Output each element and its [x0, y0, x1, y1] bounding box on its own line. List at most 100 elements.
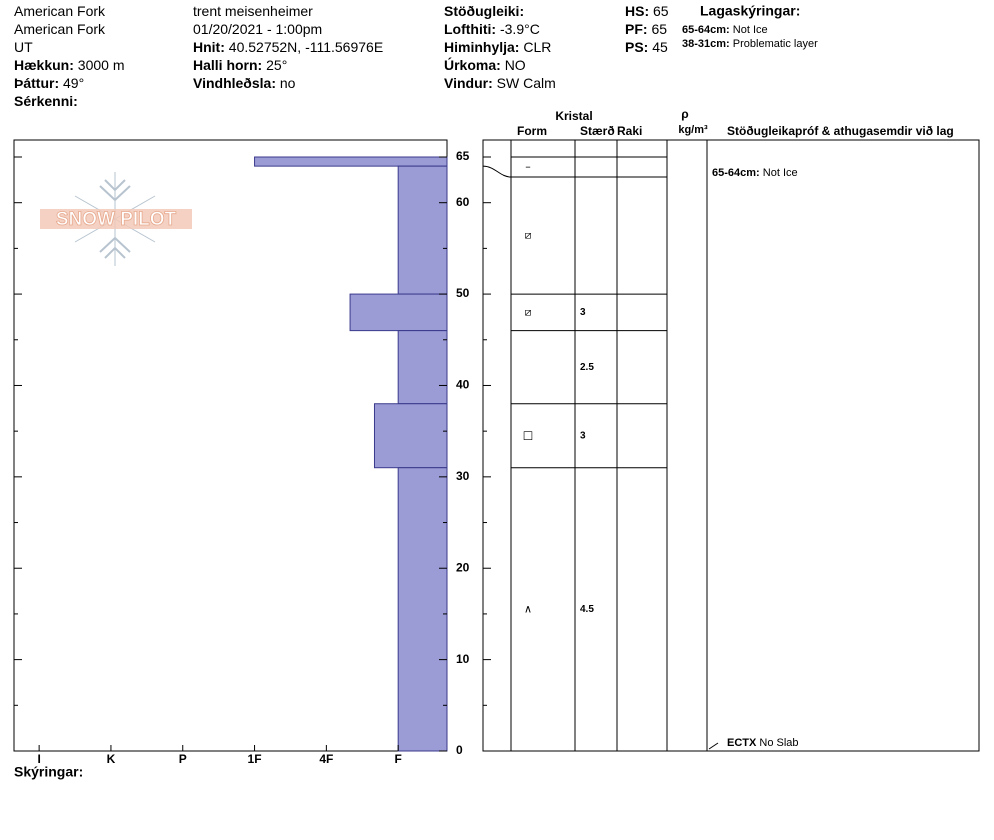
header-field-value: 49°	[63, 75, 84, 91]
legend-entry-value: Problematic layer	[733, 38, 818, 50]
layer-connector	[482, 165, 512, 178]
header-field-label: Hækkun:	[14, 57, 74, 73]
header-field: Þáttur: 49°	[14, 75, 84, 91]
hardness-bar	[373, 403, 448, 469]
hardness-bar	[349, 293, 448, 332]
x-tick-label: P	[179, 752, 187, 766]
header-field: Sérkenni:	[14, 93, 78, 109]
x-tick-label: K	[107, 752, 116, 766]
test-arrow	[708, 742, 719, 750]
x-tick-label: I	[37, 752, 40, 766]
table-frame	[482, 139, 980, 752]
comments-header: Stöðugleikapróf & athugasemdir við lag	[727, 124, 954, 138]
header-field-label: Halli horn:	[193, 57, 262, 73]
header-field: Úrkoma: NO	[444, 56, 526, 73]
header-field: American Fork	[14, 3, 106, 19]
header-field-value: NO	[505, 57, 526, 73]
header-field: PS: 45	[625, 39, 668, 55]
y-tick-label: 10	[456, 652, 470, 666]
legend-title: Lagaskýringar:	[700, 3, 800, 19]
header-field: Hnit: 40.52752N, -111.56976E	[193, 39, 383, 55]
header-field-label: PS:	[625, 39, 648, 55]
header-field-value: 45	[652, 39, 668, 55]
layer-comment-label: 65-64cm:	[712, 167, 760, 179]
table-columns	[510, 140, 708, 751]
y-tick-label: 65	[456, 149, 470, 163]
density-symbol: ρ	[681, 107, 688, 121]
header-field: Lofthiti: -3.9°C	[444, 21, 540, 37]
column-header: Raki	[617, 124, 642, 138]
header-field: Vindur: SW Calm	[444, 75, 556, 91]
x-tick-label: 1F	[248, 752, 262, 766]
grain-size: 4.5	[580, 604, 594, 615]
header-field-value: -3.9°C	[500, 21, 540, 37]
header-field-label: Úrkoma:	[444, 56, 501, 73]
density-unit: kg/m³	[678, 124, 708, 136]
y-tick-label: 50	[456, 286, 470, 300]
header-field-value: 65	[653, 3, 669, 19]
layer-comment: 65-64cm: Not Ice	[712, 167, 798, 179]
header-field-label: Himinhylja:	[444, 39, 519, 55]
header-field: trent meisenheimer	[193, 3, 313, 19]
header-field-value: American Fork	[14, 21, 106, 37]
layer-comment-value: Not Ice	[763, 167, 798, 179]
header-field: PF: 65	[625, 21, 667, 37]
header-field: Halli horn: 25°	[193, 57, 287, 73]
header-field: Himinhylja: CLR	[444, 39, 551, 55]
grain-form: □	[523, 429, 533, 442]
hardness-bar	[397, 330, 448, 405]
grain-form: ⧄	[525, 305, 532, 318]
header-field-label: Vindur:	[444, 75, 493, 91]
legend-entry-label: 38-31cm:	[682, 38, 730, 50]
grain-size: 3	[580, 307, 586, 318]
header-field: Hækkun: 3000 m	[14, 57, 125, 73]
header-field-label: Þáttur:	[14, 75, 59, 91]
y-tick-label: 0	[456, 743, 463, 757]
header-field: American Fork	[14, 21, 106, 37]
header-field-value: 01/20/2021 - 1:00pm	[193, 21, 322, 37]
header-field: Vindhleðsla: no	[193, 75, 296, 91]
y-tick-label: 60	[456, 195, 470, 209]
header-field-value: 65	[651, 21, 667, 37]
header-field-label: Lofthiti:	[444, 21, 496, 37]
hardness-bar	[397, 467, 448, 752]
header-field-value: 3000 m	[78, 57, 125, 73]
grain-form: ⧄	[525, 229, 532, 242]
x-tick-label: F	[394, 752, 401, 766]
header-field: Stöðugleiki:	[444, 3, 524, 19]
header-field-label: Vindhleðsla:	[193, 75, 276, 91]
header-field: 01/20/2021 - 1:00pm	[193, 21, 322, 37]
grain-form: ∧	[524, 602, 532, 615]
grain-form: –	[525, 160, 531, 173]
header-field-label: Stöðugleiki:	[444, 3, 524, 19]
header-field-label: Sérkenni:	[14, 93, 78, 109]
header-field-label: PF:	[625, 21, 648, 37]
grain-size: 3	[580, 430, 586, 441]
stability-test-value: No Slab	[759, 737, 798, 749]
header-field-value: 40.52752N, -111.56976E	[229, 39, 383, 55]
legend-entry: 38-31cm: Problematic layer	[682, 38, 818, 50]
legend-entry: 65-64cm: Not Ice	[682, 24, 768, 36]
hardness-bar	[254, 156, 448, 167]
header-field: HS: 65	[625, 3, 669, 19]
header-field-label: HS:	[625, 3, 649, 19]
header-field-value: UT	[14, 39, 33, 55]
stability-test-label: ECTX	[727, 737, 757, 749]
grain-size: 2.5	[580, 362, 594, 373]
header-field-label: Hnit:	[193, 39, 225, 55]
logo-text: SNOW PILOT	[56, 209, 177, 230]
header-field-value: CLR	[523, 39, 551, 55]
crystal-header: Kristal	[555, 109, 592, 123]
header-field-value: no	[280, 75, 296, 91]
hardness-bar	[397, 165, 448, 295]
y-tick-label: 40	[456, 378, 470, 392]
x-tick-label: 4F	[319, 752, 333, 766]
legend-entry-value: Not Ice	[733, 24, 768, 36]
header-field-value: trent meisenheimer	[193, 3, 313, 19]
y-tick-label: 30	[456, 469, 470, 483]
legend-entry-label: 65-64cm:	[682, 24, 730, 36]
header-field-value: SW Calm	[497, 75, 556, 91]
footer: Skýringar:	[14, 764, 83, 780]
header-field-value: 25°	[266, 57, 287, 73]
